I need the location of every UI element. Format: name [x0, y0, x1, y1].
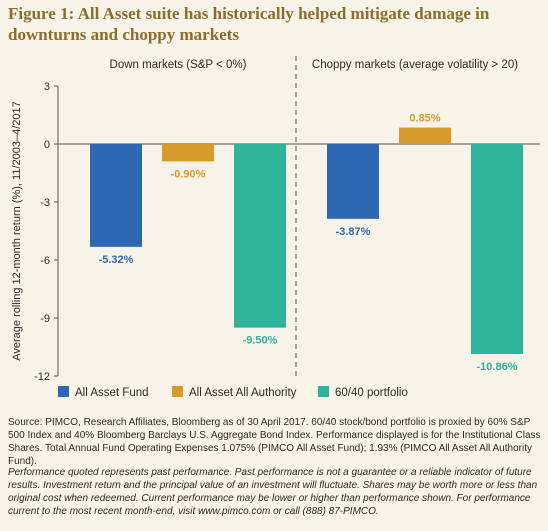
y-tick-label: -12 [34, 371, 50, 383]
data-label: -9.50% [243, 335, 278, 347]
panel-label: Choppy markets (average volatility > 20) [312, 59, 518, 71]
data-label: 0.85% [409, 113, 440, 125]
data-label: -5.32% [99, 254, 134, 266]
panel-label: Down markets (S&P < 0%) [110, 59, 247, 71]
data-label: -10.86% [477, 361, 518, 373]
figure-title: Figure 1: All Asset suite has historical… [8, 4, 490, 44]
legend-label: 60/40 portfolio [335, 387, 408, 399]
bar [90, 144, 142, 247]
data-label: -0.90% [171, 168, 206, 180]
data-label: -3.87% [336, 226, 371, 238]
legend-label: All Asset Fund [75, 387, 149, 399]
y-tick-label: -6 [40, 255, 50, 267]
y-tick-label: 3 [44, 81, 50, 93]
bar [327, 144, 379, 219]
bar [399, 127, 451, 144]
legend-swatch [318, 386, 329, 397]
y-axis-title: Average rolling 12-month return (%), 11/… [11, 101, 23, 360]
bar-chart: 3 0 -3 -6 -9 -12 Average rolling 12-month retu… [11, 56, 540, 399]
legend-label: All Asset All Authority [189, 387, 297, 399]
source-note: Source: PIMCO, Research Affiliates, Bloo… [8, 417, 541, 467]
y-tick-label: -9 [40, 313, 50, 325]
bar [234, 144, 286, 328]
y-tick-label: 0 [44, 139, 50, 151]
legend-swatch [172, 386, 183, 397]
y-tick-label: -3 [40, 197, 50, 209]
performance-disclaimer: Performance quoted represents past perfo… [8, 467, 538, 517]
bar [471, 144, 523, 354]
legend-swatch [58, 386, 69, 397]
bar [162, 144, 214, 162]
